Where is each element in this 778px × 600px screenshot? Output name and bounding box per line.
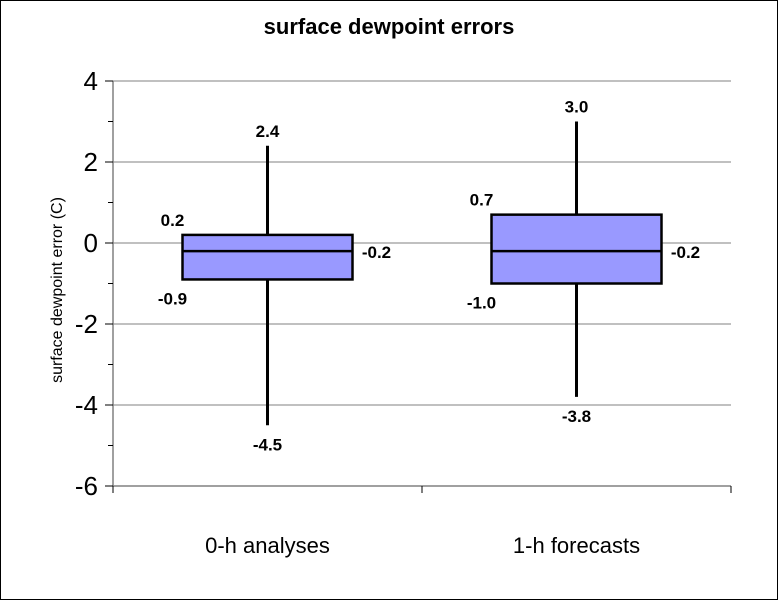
q1-value-label: -0.9 xyxy=(158,289,187,308)
x-category-label: 1-h forecasts xyxy=(513,533,640,558)
median-value-label: -0.2 xyxy=(362,243,391,262)
q3-value-label: 0.2 xyxy=(161,211,185,230)
box xyxy=(490,213,663,285)
y-tick-label: -6 xyxy=(75,471,98,501)
y-tick-label: 0 xyxy=(84,228,98,258)
y-tick-label: -2 xyxy=(75,309,98,339)
max-value-label: 3.0 xyxy=(565,98,589,117)
median-value-label: -0.2 xyxy=(671,243,700,262)
q3-value-label: 0.7 xyxy=(470,191,494,210)
y-tick-label: -4 xyxy=(75,390,98,420)
y-tick-label: 2 xyxy=(84,147,98,177)
y-tick-label: 4 xyxy=(84,66,98,96)
box xyxy=(181,233,354,281)
chart-title: surface dewpoint errors xyxy=(263,14,515,39)
min-value-label: -3.8 xyxy=(562,407,591,426)
min-value-label: -4.5 xyxy=(253,435,282,454)
q1-value-label: -1.0 xyxy=(467,294,496,313)
max-value-label: 2.4 xyxy=(256,122,280,141)
x-category-label: 0-h analyses xyxy=(205,533,330,558)
